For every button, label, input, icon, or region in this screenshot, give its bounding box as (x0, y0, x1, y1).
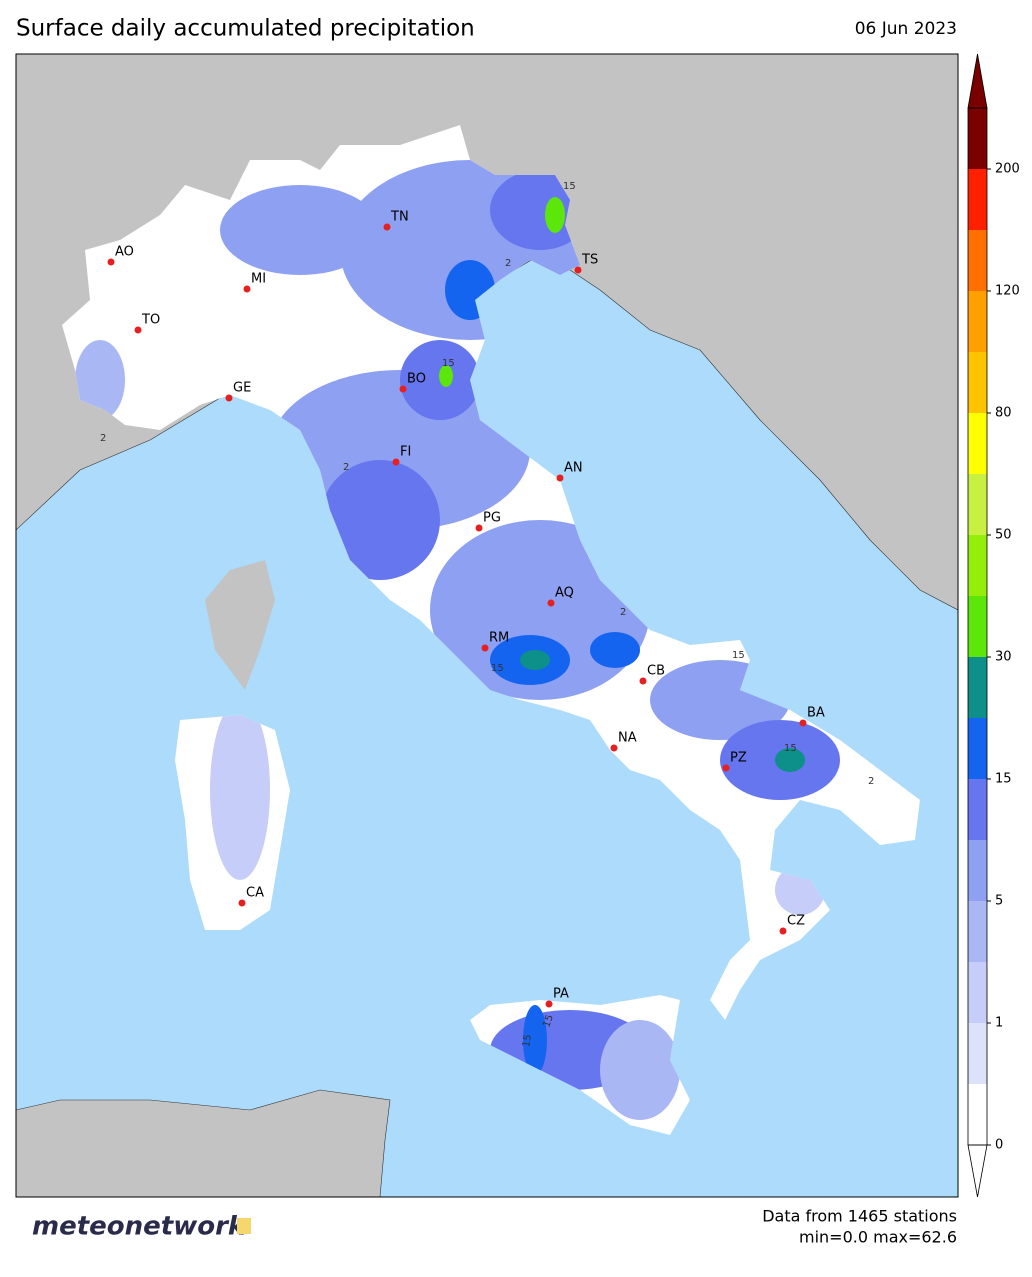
colorbar-tick-label: 200 (995, 162, 1020, 177)
city-dot (556, 474, 564, 482)
date: 06 Jun 2023 (855, 19, 957, 39)
contour-label: 15 (541, 1013, 556, 1029)
city-dot (475, 524, 483, 532)
colorbar-tick-label: 5 (995, 894, 1003, 909)
city-label: FI (400, 445, 411, 460)
colorbar-tick-label: 50 (995, 528, 1012, 543)
city-dot (392, 458, 400, 466)
colorbar-segment (968, 718, 987, 779)
city-label: CB (647, 664, 665, 679)
contour-label: 15 (491, 663, 504, 674)
colorbar-tick-label: 120 (995, 284, 1020, 299)
contour-label: 2 (868, 776, 874, 787)
contour-label: 15 (521, 1034, 534, 1048)
colorbar-segment (968, 779, 987, 840)
city-label: BO (407, 372, 426, 387)
colorbar-segment (968, 657, 987, 718)
city-label: CZ (787, 914, 805, 929)
city-label: BA (807, 706, 825, 721)
colorbar-frame (967, 107, 988, 1146)
city-dot (639, 677, 647, 685)
colorbar-tick-label: 15 (995, 772, 1012, 787)
city-dot (545, 1000, 553, 1008)
colorbar-segment (968, 901, 987, 962)
city-label: TS (581, 253, 598, 268)
city-dot (107, 258, 115, 266)
colorbar-tick-label: 0 (995, 1138, 1003, 1153)
colorbar-segment (968, 1084, 987, 1145)
contour-label: 2 (100, 433, 106, 444)
city-dot (547, 599, 555, 607)
contour-label: 2 (505, 258, 511, 269)
colorbar-tick-label: 1 (995, 1016, 1003, 1031)
colorbar-segment (968, 291, 987, 352)
city-dot (574, 266, 582, 274)
colorbar-extend-top (967, 53, 988, 109)
city-dot (779, 927, 787, 935)
colorbar-segment (968, 169, 987, 230)
contour-label: 15 (732, 650, 745, 661)
city-label: TO (141, 313, 160, 328)
city-dot (243, 285, 251, 293)
city-dot (481, 644, 489, 652)
logo: meteonetwork (32, 1212, 247, 1242)
city-label: PG (483, 511, 501, 526)
colorbar-segment (968, 535, 987, 596)
contour-label: 15 (784, 743, 797, 754)
city-label: AO (115, 245, 134, 260)
city-label: PA (553, 987, 569, 1002)
city-label: GE (233, 381, 251, 396)
city-label: PZ (730, 751, 747, 766)
colorbar-segment (968, 413, 987, 474)
colorbar-extend-bottom (967, 1144, 988, 1198)
map (16, 54, 958, 1197)
city-dot (722, 764, 730, 772)
contour-labels: 15 2 15 2 15 2 15 15 2 15 15 2 (100, 181, 874, 1048)
city-dot (399, 385, 407, 393)
contour-label: 15 (442, 358, 455, 369)
city-label: AN (564, 461, 583, 476)
contour-label: 15 (563, 181, 576, 192)
city-label: MI (251, 272, 266, 287)
colorbar-segment (968, 962, 987, 1023)
city-label: RM (489, 631, 509, 646)
contour-label: 2 (620, 607, 626, 618)
cities: AO MI TO TN TS GE BO FI AN PG AQ RM CB BA NA PZ CZ CA PA (107, 210, 825, 1008)
colorbar-tick-label: 80 (995, 406, 1012, 421)
stations: Data from 1465 stations (762, 1207, 957, 1226)
city-dot (610, 744, 618, 752)
colorbar-segment (968, 596, 987, 657)
logo-square (237, 1218, 251, 1234)
colorbar-segment (968, 474, 987, 535)
colorbar-segment (968, 352, 987, 413)
city-label: TN (390, 210, 409, 225)
contour-label: 2 (343, 462, 349, 473)
city-label: AQ (555, 586, 574, 601)
range: min=0.0 max=62.6 (799, 1228, 957, 1247)
colorbar-tick-label: 30 (995, 650, 1012, 665)
colorbar-segment (968, 230, 987, 291)
precip-field (75, 160, 840, 1120)
city-dot (134, 326, 142, 334)
colorbar-segment (968, 840, 987, 901)
title: Surface daily accumulated precipitation (16, 16, 475, 42)
city-dot (238, 899, 246, 907)
colorbar-segment (968, 1023, 987, 1084)
city-dot (799, 719, 807, 727)
city-dot (383, 223, 391, 231)
city-label: CA (246, 886, 264, 901)
map-frame (15, 53, 959, 1198)
city-dot (225, 394, 233, 402)
city-label: NA (618, 731, 637, 746)
colorbar-segment (968, 108, 987, 169)
